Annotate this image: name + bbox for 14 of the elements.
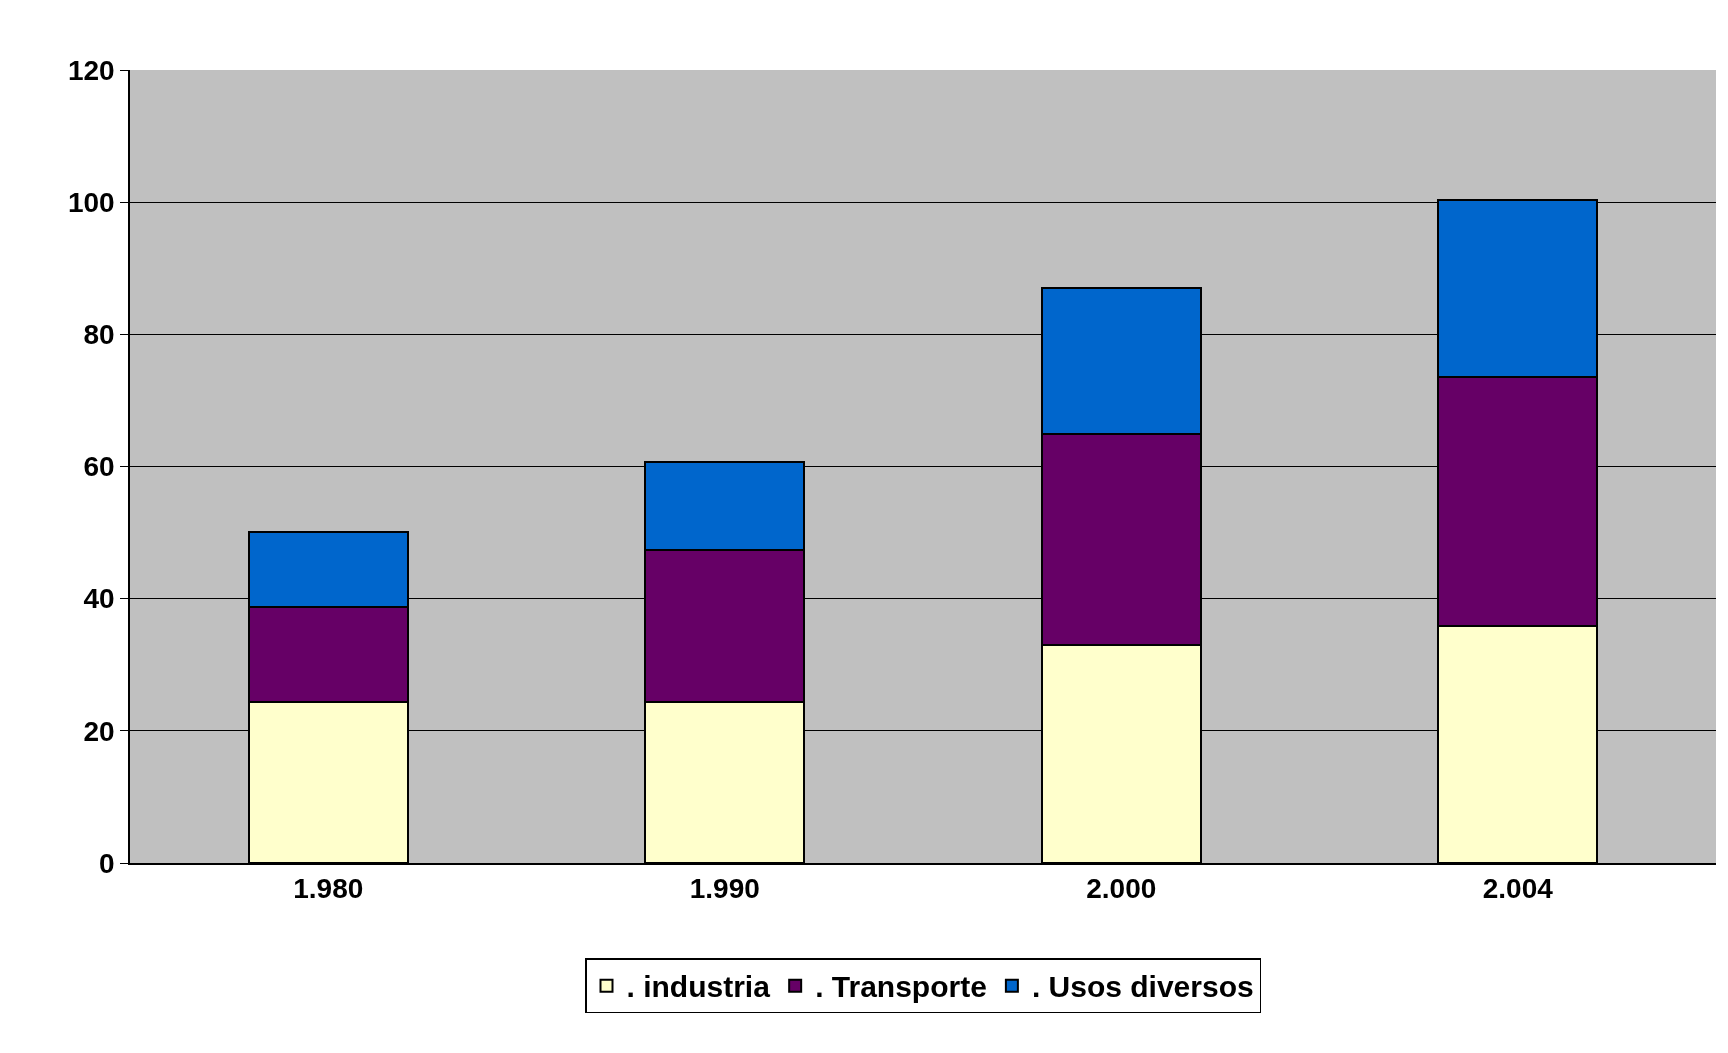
legend-label: . Transporte	[815, 970, 987, 1004]
y-tick-label: 40	[83, 583, 115, 615]
x-tick-label: 1.980	[293, 873, 364, 905]
legend-label: . industria	[626, 970, 771, 1004]
y-tick-label: 100	[67, 186, 115, 218]
x-tick-label: 1.990	[689, 873, 760, 905]
x-tick-label: 2.000	[1086, 873, 1157, 905]
x-tick-label: 2.004	[1482, 873, 1554, 905]
legend-label: . Usos diversos	[1031, 970, 1254, 1004]
y-tick-label: 120	[67, 54, 115, 86]
y-tick-label: 80	[83, 319, 115, 351]
y-tick-label: 60	[83, 451, 115, 483]
y-tick-label: 0	[99, 847, 115, 879]
y-tick-label: 20	[83, 715, 115, 747]
